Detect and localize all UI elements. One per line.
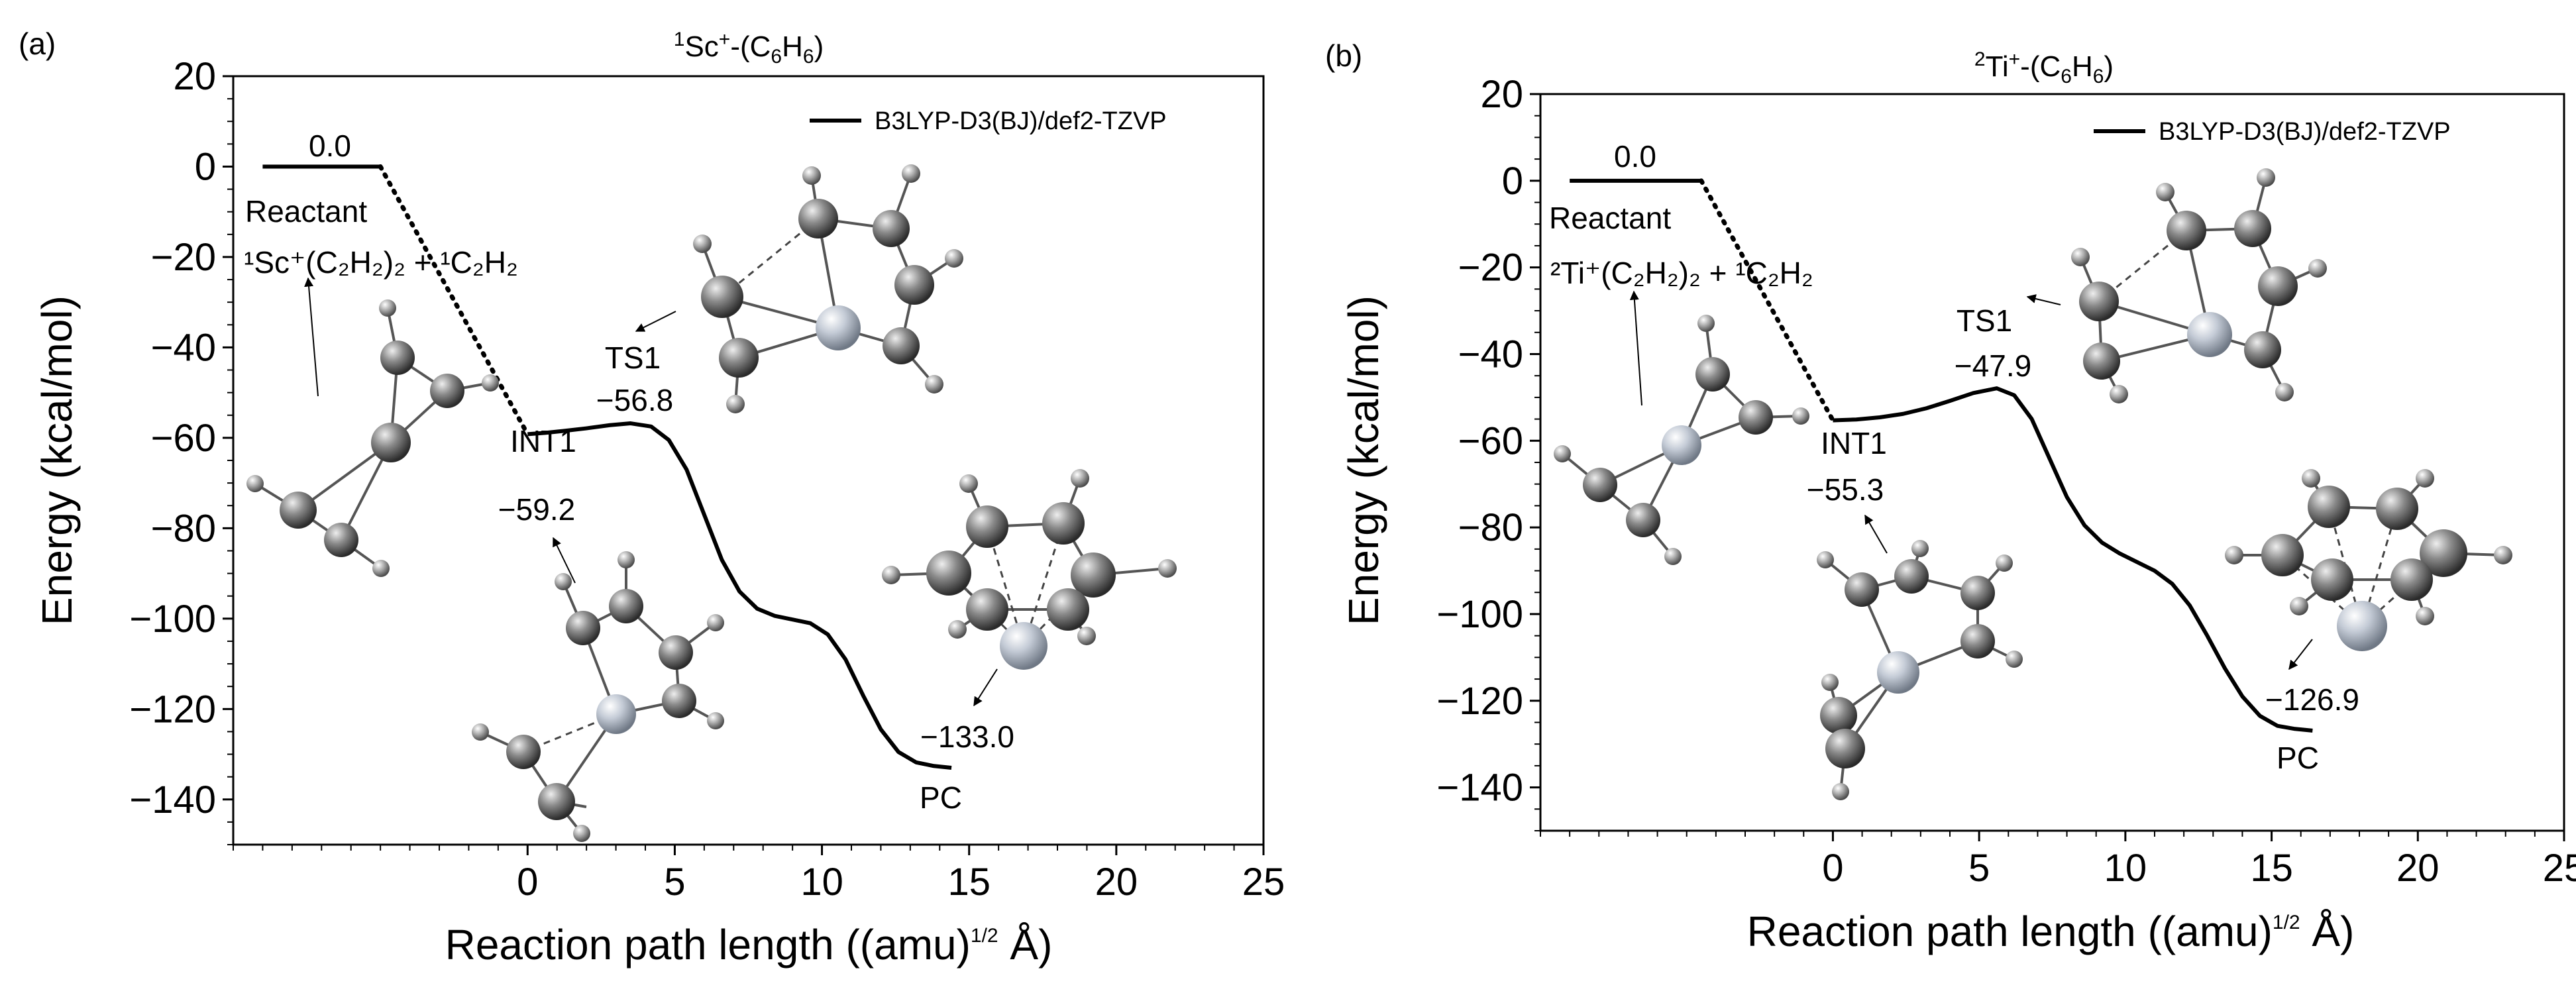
panel-a-x-tick-label: 0 bbox=[517, 861, 538, 904]
panel-a-ts1-molecule bbox=[693, 164, 963, 413]
panel-b-ts1-molecule bbox=[2071, 168, 2327, 403]
panel-a-reactant-formula: ¹Sc⁺(C₂H₂)₂ + ¹C₂H₂ bbox=[244, 245, 518, 280]
panel-a-x-tick-label: 20 bbox=[1095, 861, 1138, 904]
panel-b-x-tick-label: 15 bbox=[2250, 847, 2293, 890]
panel-b-pc-molecule bbox=[2225, 469, 2512, 651]
panel-b-pc-label: PC bbox=[2277, 741, 2319, 775]
panel-a-x-tick-label: 15 bbox=[947, 861, 991, 904]
panel-b-minor-ticks bbox=[1534, 115, 2536, 837]
panel-a-y-tick-label: −20 bbox=[151, 236, 216, 279]
panel-a-ts1-label: TS1 bbox=[605, 341, 661, 375]
panel-a-pc-label: PC bbox=[920, 780, 962, 815]
panel-b-y-tick-label: 0 bbox=[1502, 160, 1523, 203]
panel-b-y-tick-label: −140 bbox=[1436, 766, 1523, 810]
panel-a-energy-curve bbox=[527, 421, 952, 770]
panel-b-x-tick-label: 5 bbox=[1968, 847, 1990, 890]
panel-b-y-ticks: 20 0 −20 −40 −60 −80 −100 −120 −140 bbox=[1436, 73, 1540, 810]
panel-a-y-tick-label: −60 bbox=[151, 417, 216, 460]
panel-a-y-tick-label: 20 bbox=[173, 55, 216, 98]
panel-a-reactant-label: Reactant bbox=[245, 194, 367, 229]
panel-a-x-tick-label: 25 bbox=[1242, 861, 1285, 904]
panel-b-y-tick-label: −60 bbox=[1458, 419, 1523, 462]
panel-b-label: (b) bbox=[1325, 38, 1362, 73]
panel-a-reactant-connector bbox=[378, 164, 530, 437]
panel-b-x-tick-label: 20 bbox=[2396, 847, 2440, 890]
panel-b-reactant-arrow bbox=[1629, 290, 1642, 406]
panel-b-legend-label: B3LYP-D3(BJ)/def2-TZVP bbox=[2159, 118, 2451, 146]
panel-b-x-ticks: 0 5 10 15 20 25 bbox=[1822, 831, 2576, 890]
panel-b-y-tick-label: −80 bbox=[1458, 506, 1523, 549]
panel-a-reactant-energy: 0.0 bbox=[309, 129, 351, 163]
panel-b-y-tick-label: −40 bbox=[1458, 333, 1523, 376]
panel-a-ts1-arrow bbox=[635, 311, 676, 332]
panel-b: (b) 2Ti+-(C6H6) 20 0 −20 −40 −60 −80 −100 −120 −… bbox=[1325, 38, 2576, 955]
panel-a-x-tick-label: 10 bbox=[800, 861, 843, 904]
panel-b-y-tick-label: −20 bbox=[1458, 246, 1523, 289]
panel-a-int1-arrow bbox=[553, 537, 576, 584]
panel-b-ts1-arrow bbox=[2026, 294, 2061, 305]
panel-a-int1-energy: −59.2 bbox=[498, 492, 575, 527]
panel-b-y-axis-label: Energy (kcal/mol) bbox=[1340, 295, 1387, 625]
panel-a-x-ticks: 0 5 10 15 20 25 bbox=[517, 845, 1285, 904]
panel-b-int1-label: INT1 bbox=[1821, 426, 1887, 460]
panel-b-int1-molecule bbox=[1817, 540, 2023, 800]
panel-a-y-tick-label: −120 bbox=[129, 688, 216, 731]
panel-b-ts1-energy: −47.9 bbox=[1955, 348, 2031, 383]
panel-a-int1-label: INT1 bbox=[510, 424, 576, 458]
panel-a-label: (a) bbox=[19, 26, 56, 61]
panel-b-int1-arrow bbox=[1864, 514, 1888, 554]
panel-a-int1-molecule bbox=[472, 551, 724, 842]
panel-a-x-axis-label: Reaction path length ((amu)1/2 Å) bbox=[445, 921, 1053, 969]
panel-b-title: 2Ti+-(C6H6) bbox=[1974, 48, 2114, 87]
panel-b-reactant-molecule bbox=[1554, 315, 1809, 565]
panel-b-reactant-energy: 0.0 bbox=[1614, 139, 1656, 174]
panel-a-minor-ticks bbox=[227, 98, 1235, 851]
panel-b-x-tick-label: 0 bbox=[1822, 847, 1843, 890]
panel-b-y-tick-label: 20 bbox=[1480, 73, 1523, 116]
panel-b-ts1-label: TS1 bbox=[1957, 303, 2012, 338]
panel-b-x-tick-label: 10 bbox=[2104, 847, 2147, 890]
panel-b-pc-arrow bbox=[2288, 639, 2313, 670]
panel-a: (a) 1Sc+-(C6H6) 20 0 −20 −40 −60 −80 −100 −120 −… bbox=[19, 26, 1285, 969]
panel-b-reactant-formula: ²Ti⁺(C₂H₂)₂ + ¹C₂H₂ bbox=[1550, 256, 1813, 290]
panel-a-pc-molecule bbox=[882, 469, 1177, 670]
panel-a-y-axis-label: Energy (kcal/mol) bbox=[33, 295, 81, 625]
panel-a-x-tick-label: 5 bbox=[664, 861, 685, 904]
panel-a-y-tick-label: −80 bbox=[151, 507, 216, 550]
panel-b-reactant-connector bbox=[1699, 178, 1835, 423]
panel-b-int1-energy: −55.3 bbox=[1807, 472, 1884, 507]
panel-b-x-tick-label: 25 bbox=[2543, 847, 2576, 890]
panel-b-y-tick-label: −100 bbox=[1436, 593, 1523, 636]
panel-a-y-tick-label: −100 bbox=[129, 598, 216, 641]
panel-a-y-tick-label: 0 bbox=[195, 145, 216, 188]
panel-b-x-axis-label: Reaction path length ((amu)1/2 Å) bbox=[1747, 908, 2355, 955]
panel-a-pc-arrow bbox=[973, 668, 998, 707]
panel-b-energy-curve bbox=[1833, 386, 2313, 733]
panel-a-ts1-energy: −56.8 bbox=[596, 383, 673, 417]
panel-b-reactant-label: Reactant bbox=[1549, 201, 1671, 235]
panel-a-pc-energy: −133.0 bbox=[920, 719, 1014, 754]
panel-a-reactant-molecule bbox=[246, 299, 499, 577]
panel-a-title: 1Sc+-(C6H6) bbox=[674, 28, 824, 68]
panel-a-legend-label: B3LYP-D3(BJ)/def2-TZVP bbox=[875, 107, 1167, 135]
panel-b-y-tick-label: −120 bbox=[1436, 680, 1523, 723]
panel-a-reactant-arrow bbox=[304, 277, 319, 397]
panel-a-y-ticks: 20 0 −20 −40 −60 −80 −100 −120 −140 bbox=[129, 55, 233, 821]
panel-a-y-tick-label: −40 bbox=[151, 326, 216, 369]
panel-a-y-tick-label: −140 bbox=[129, 778, 216, 821]
panel-b-pc-energy: −126.9 bbox=[2265, 682, 2359, 717]
